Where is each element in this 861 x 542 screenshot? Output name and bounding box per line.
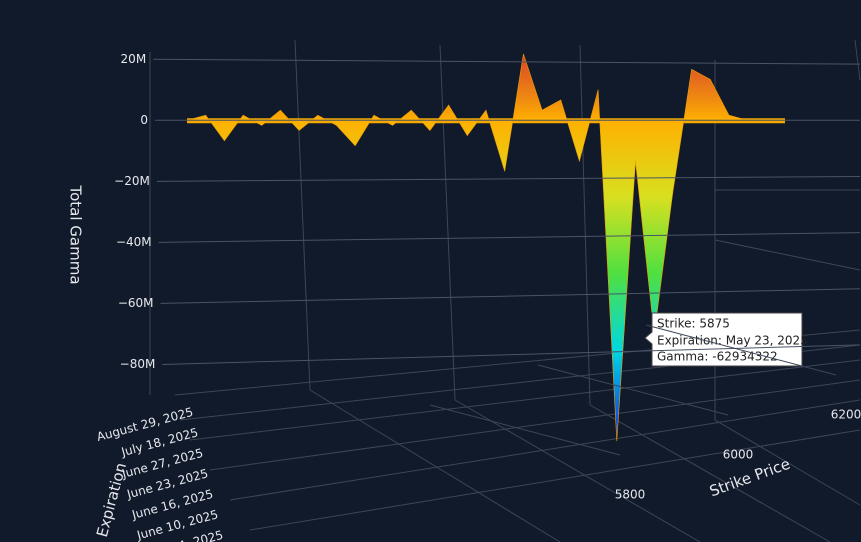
grid-line [158,232,861,243]
x-grid-line [645,324,837,376]
x-tick-label: 6000 [723,448,754,462]
z-tick-label: 0 [140,113,148,127]
grid-line [156,175,861,182]
grid-line [160,288,861,304]
z-tick-label: −40M [116,235,152,249]
z-axis-title: Total Gamma [67,184,85,284]
x-tick-label: 5800 [615,488,646,502]
back-grid [149,39,861,542]
grid-line [162,344,861,365]
tooltip-line: Gamma: -62934322 [657,350,778,364]
x-grid-line [537,364,729,416]
tooltip: Strike: 5875 Expiration: May 23, 2025 Ga… [644,312,808,367]
grid-line [153,58,861,65]
surface [186,53,786,442]
tooltip-line: Expiration: May 23, 2025 [657,334,808,348]
x-tick-label: 6200 [831,408,861,422]
tooltip-line: Strike: 5875 [657,317,730,331]
z-tick-label: 20M [121,52,147,66]
z-tick-label: −20M [114,174,150,188]
tooltip-box [644,312,803,367]
z-tick-label: −60M [118,296,154,310]
z-tick-label: −80M [120,357,156,371]
x-grid-line [429,404,621,456]
